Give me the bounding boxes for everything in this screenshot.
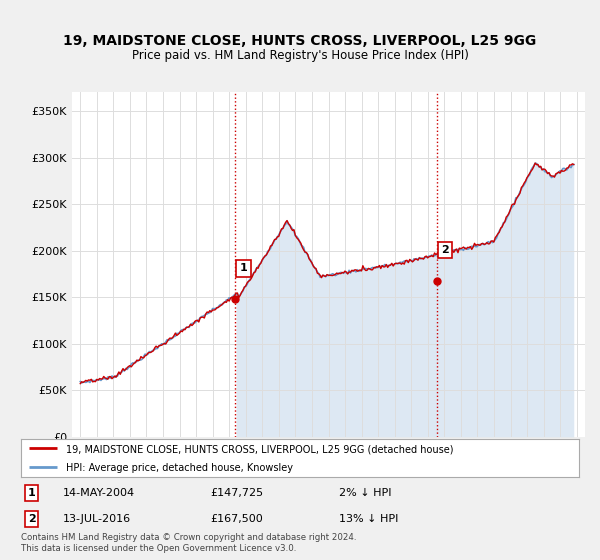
Text: Price paid vs. HM Land Registry's House Price Index (HPI): Price paid vs. HM Land Registry's House …: [131, 49, 469, 62]
Text: HPI: Average price, detached house, Knowsley: HPI: Average price, detached house, Know…: [65, 463, 293, 473]
Text: 19, MAIDSTONE CLOSE, HUNTS CROSS, LIVERPOOL, L25 9GG (detached house): 19, MAIDSTONE CLOSE, HUNTS CROSS, LIVERP…: [65, 444, 453, 454]
Text: 1: 1: [28, 488, 35, 498]
Text: 14-MAY-2004: 14-MAY-2004: [63, 488, 135, 498]
Text: 13% ↓ HPI: 13% ↓ HPI: [339, 514, 398, 524]
Text: £147,725: £147,725: [211, 488, 264, 498]
Text: 2: 2: [28, 514, 35, 524]
Text: 13-JUL-2016: 13-JUL-2016: [63, 514, 131, 524]
Text: £167,500: £167,500: [211, 514, 263, 524]
Text: 2: 2: [441, 245, 449, 255]
Text: 2% ↓ HPI: 2% ↓ HPI: [339, 488, 392, 498]
Text: 1: 1: [239, 263, 247, 273]
Text: 19, MAIDSTONE CLOSE, HUNTS CROSS, LIVERPOOL, L25 9GG: 19, MAIDSTONE CLOSE, HUNTS CROSS, LIVERP…: [64, 34, 536, 48]
Text: Contains HM Land Registry data © Crown copyright and database right 2024.
This d: Contains HM Land Registry data © Crown c…: [21, 533, 356, 553]
